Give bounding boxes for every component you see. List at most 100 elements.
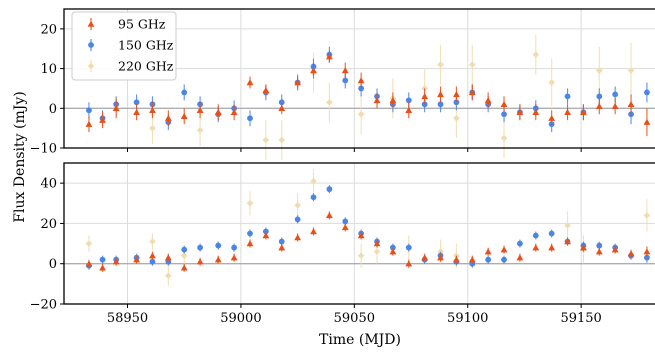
data-point: [112, 104, 120, 112]
data-point: [196, 258, 204, 265]
data-point: [643, 248, 651, 255]
legend-label: 220 GHz: [118, 59, 174, 74]
data-point: [548, 79, 555, 86]
series-220-ghz: [149, 34, 635, 160]
data-point: [294, 79, 302, 86]
data-point: [262, 87, 270, 94]
data-point: [564, 238, 571, 245]
data-point: [196, 106, 204, 113]
data-point: [595, 102, 603, 110]
data-point: [596, 242, 603, 249]
data-point: [485, 256, 492, 263]
data-point: [612, 91, 619, 98]
bottom-panel: 40 20 0 −20 58950 59000 59050 59100 59150: [30, 162, 655, 326]
data-point: [532, 51, 540, 58]
legend-box: [71, 11, 177, 81]
y-axis-label: Flux Density (mJy): [12, 91, 28, 222]
data-point: [294, 202, 301, 209]
y-tick-label: 20: [40, 22, 57, 37]
series-220-ghz: [85, 169, 651, 286]
data-point: [437, 61, 444, 68]
data-point: [149, 252, 156, 259]
data-point: [611, 246, 619, 253]
data-point: [133, 108, 140, 115]
data-point: [596, 93, 603, 100]
series-95-ghz: [85, 211, 651, 272]
data-point: [310, 67, 317, 74]
data-point: [389, 248, 397, 255]
data-point: [325, 53, 333, 60]
data-point: [373, 240, 381, 247]
data-point: [181, 89, 188, 96]
data-point: [262, 232, 270, 239]
data-point: [421, 92, 429, 100]
data-point: [627, 67, 635, 74]
data-point: [310, 194, 317, 201]
data-point: [230, 108, 238, 115]
legend: 95 GHz 150 GHz 220 GHz: [71, 11, 177, 81]
data-point: [99, 256, 106, 263]
data-point: [532, 232, 539, 239]
data-point: [180, 264, 188, 271]
data-point: [468, 89, 476, 96]
data-point: [149, 258, 156, 265]
data-point: [516, 254, 524, 261]
data-point: [405, 97, 412, 104]
data-point: [246, 79, 254, 86]
data-point: [389, 96, 397, 104]
data-point: [643, 118, 651, 125]
data-point: [453, 114, 460, 122]
data-point: [405, 260, 413, 267]
data-point: [564, 108, 571, 115]
data-point: [564, 93, 571, 100]
data-point: [580, 244, 587, 251]
y-tick-label: 20: [40, 217, 57, 232]
series-95-ghz: [85, 50, 651, 137]
data-point: [149, 106, 156, 113]
data-point: [452, 90, 460, 98]
data-point: [149, 238, 156, 245]
bottom-panel-y-ticks: 40 20 0 −20: [30, 177, 64, 313]
top-panel-y-ticks: 20 10 0 −10: [30, 22, 64, 157]
top-panel-x-ticks: [127, 148, 582, 152]
data-point: [500, 246, 508, 253]
data-point: [112, 258, 120, 265]
data-point: [278, 136, 286, 144]
data-point: [86, 107, 92, 114]
y-tick-label: 0: [49, 257, 57, 272]
data-point: [294, 216, 301, 223]
y-tick-label: 10: [40, 62, 57, 77]
data-point: [580, 108, 587, 115]
data-point: [516, 108, 524, 115]
x-tick-label: 59150: [560, 311, 601, 326]
data-point: [405, 106, 413, 113]
data-point: [149, 124, 156, 132]
bottom-panel-marks: [85, 169, 651, 286]
x-tick-label: 59000: [220, 311, 261, 326]
data-point: [532, 108, 540, 115]
y-tick-label: −20: [30, 298, 57, 313]
data-point: [357, 232, 365, 239]
x-axis-label: Time (MJD): [319, 332, 401, 348]
data-point: [278, 238, 285, 245]
data-point: [278, 244, 286, 251]
data-point: [373, 96, 381, 104]
data-point: [326, 99, 333, 106]
y-tick-label: 0: [49, 102, 57, 117]
data-point: [437, 254, 444, 261]
data-point: [325, 211, 333, 219]
data-point: [246, 199, 254, 207]
data-point: [341, 67, 349, 74]
bottom-panel-x-ticks: 58950 59000 59050 59100 59150: [107, 304, 602, 326]
data-point: [180, 252, 188, 259]
data-point: [85, 240, 93, 247]
data-point: [452, 256, 460, 263]
data-point: [484, 248, 492, 255]
top-panel-frame: [63, 8, 655, 149]
data-point: [611, 102, 619, 110]
data-point: [99, 264, 106, 271]
data-point: [215, 242, 222, 249]
top-panel-marks: [85, 34, 651, 160]
data-point: [180, 112, 188, 119]
